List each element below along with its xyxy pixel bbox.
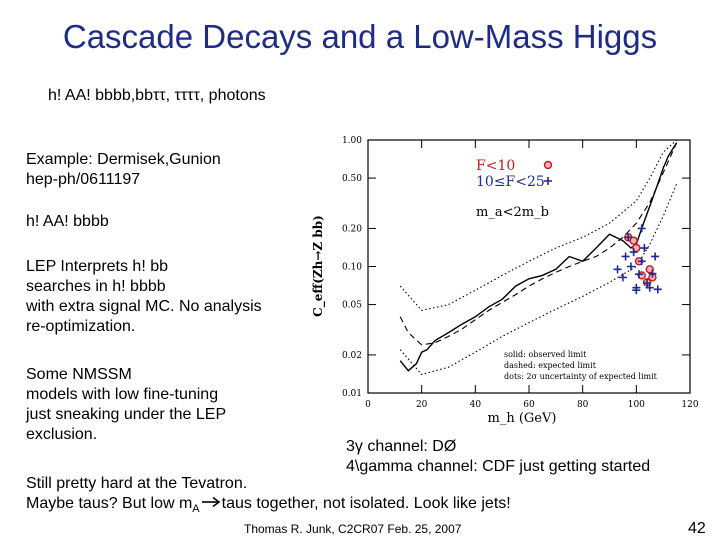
series-dashed	[399, 142, 678, 346]
legend-f-low: F<10	[476, 158, 515, 174]
example-line-1: Example: Dermisek,Gunion	[26, 151, 221, 168]
nmssm-line-4: exclusion.	[26, 426, 98, 443]
lep-line-1: LEP Interprets h! bb	[26, 258, 169, 275]
footer: Thomas R. Junk, C2CR07 Feb. 25, 2007	[244, 522, 462, 536]
arrow-right-icon	[201, 496, 220, 508]
example-line-2: hep-ph/0611197	[26, 171, 141, 188]
y-tick-label: 0.02	[342, 351, 362, 361]
x-tick-label: 100	[628, 400, 645, 410]
point-f-mid	[624, 233, 633, 242]
channel-label: h! AA! bbbb	[26, 213, 109, 230]
point-f-mid	[621, 252, 630, 261]
annotation-solid: solid: observed limit	[504, 350, 587, 359]
point-f-mid	[645, 283, 654, 292]
point-f-mid	[637, 257, 646, 266]
point-f-mid	[613, 265, 622, 274]
nmssm-line-3: just sneaking under the LEP	[26, 406, 227, 423]
x-axis-label: m_h (GeV)	[488, 411, 557, 426]
nmssm-line-1: Some NMSSM	[26, 366, 132, 383]
x-tick-label: 20	[416, 400, 428, 410]
x-tick-label: 120	[681, 400, 698, 410]
y-tick-label: 0.50	[342, 174, 362, 184]
axis-ticks: 0.01 0.02 0.05 0.10 0.20 0.50 1.00 0 20 40 60 80 100…	[342, 136, 699, 410]
subtitle: h! AA! bbbb,bbττ, ττττ, photons	[48, 87, 266, 104]
limit-curves	[399, 139, 678, 376]
x-tick-label: 60	[523, 400, 535, 410]
y-tick-label: 1.00	[342, 136, 362, 146]
tevatron-line-2: Maybe taus? But low mA taus together, not…	[26, 494, 511, 519]
point-f-mid	[632, 283, 641, 292]
model-points	[613, 224, 662, 295]
lep-line-2: searches in h! bbbb	[26, 278, 166, 295]
series-dotted	[399, 183, 678, 376]
series-solid	[399, 142, 678, 372]
point-f-mid	[651, 252, 660, 261]
legend-diamond-marker	[543, 160, 553, 170]
point-f-mid	[635, 270, 644, 279]
photon-channel-line-1: 3γ channel: DØ	[346, 438, 457, 455]
x-tick-label: 0	[365, 400, 371, 410]
tevatron-line-1: Still pretty hard at the Tevatron.	[26, 475, 248, 492]
lep-line-4: re-optimization.	[26, 318, 136, 335]
point-f-mid	[618, 273, 627, 282]
tevatron-text-b: taus together, not isolated. Look like j…	[221, 495, 511, 512]
point-f-mid	[653, 285, 662, 294]
point-f-low	[629, 236, 638, 245]
y-tick-label: 0.05	[342, 301, 362, 311]
point-f-mid	[648, 269, 657, 278]
legend-plus-marker	[544, 177, 552, 185]
nmssm-line-2: models with low fine-tuning	[26, 386, 219, 403]
point-f-mid	[640, 244, 649, 253]
point-f-mid	[629, 248, 638, 257]
slide-title: Cascade Decays and a Low-Mass Higgs	[62, 18, 658, 55]
lep-line-3: with extra signal MC. No analysis	[26, 298, 262, 315]
point-f-mid	[643, 279, 652, 288]
limit-chart: 0.01 0.02 0.05 0.10 0.20 0.50 1.00 0 20 40 60 80 100…	[311, 136, 699, 426]
legend-ma-cut: m_a<2m_b	[476, 205, 549, 220]
point-f-mid	[637, 224, 646, 233]
x-tick-label: 80	[577, 400, 589, 410]
tevatron-text-a: Maybe taus? But low m	[26, 495, 193, 512]
page-number: 42	[688, 520, 706, 537]
x-tick-label: 40	[470, 400, 482, 410]
photon-channel-line-2: 4\gamma channel: CDF just getting starte…	[346, 458, 651, 475]
point-f-mid	[626, 262, 635, 271]
y-tick-label: 0.10	[342, 263, 362, 273]
y-tick-label: 0.01	[342, 389, 362, 399]
series-dotted	[399, 139, 677, 312]
annotation-dots: dots: 2σ uncertainty of expected limit	[504, 372, 658, 381]
y-axis-label: C_eff(Zh→Z bb)	[311, 215, 326, 317]
annotation-dashed: dashed: expected limit	[504, 361, 597, 370]
tevatron-subscript: A	[192, 503, 200, 516]
legend-f-mid: 10≤F<25	[476, 174, 545, 190]
y-tick-label: 0.20	[342, 224, 362, 234]
